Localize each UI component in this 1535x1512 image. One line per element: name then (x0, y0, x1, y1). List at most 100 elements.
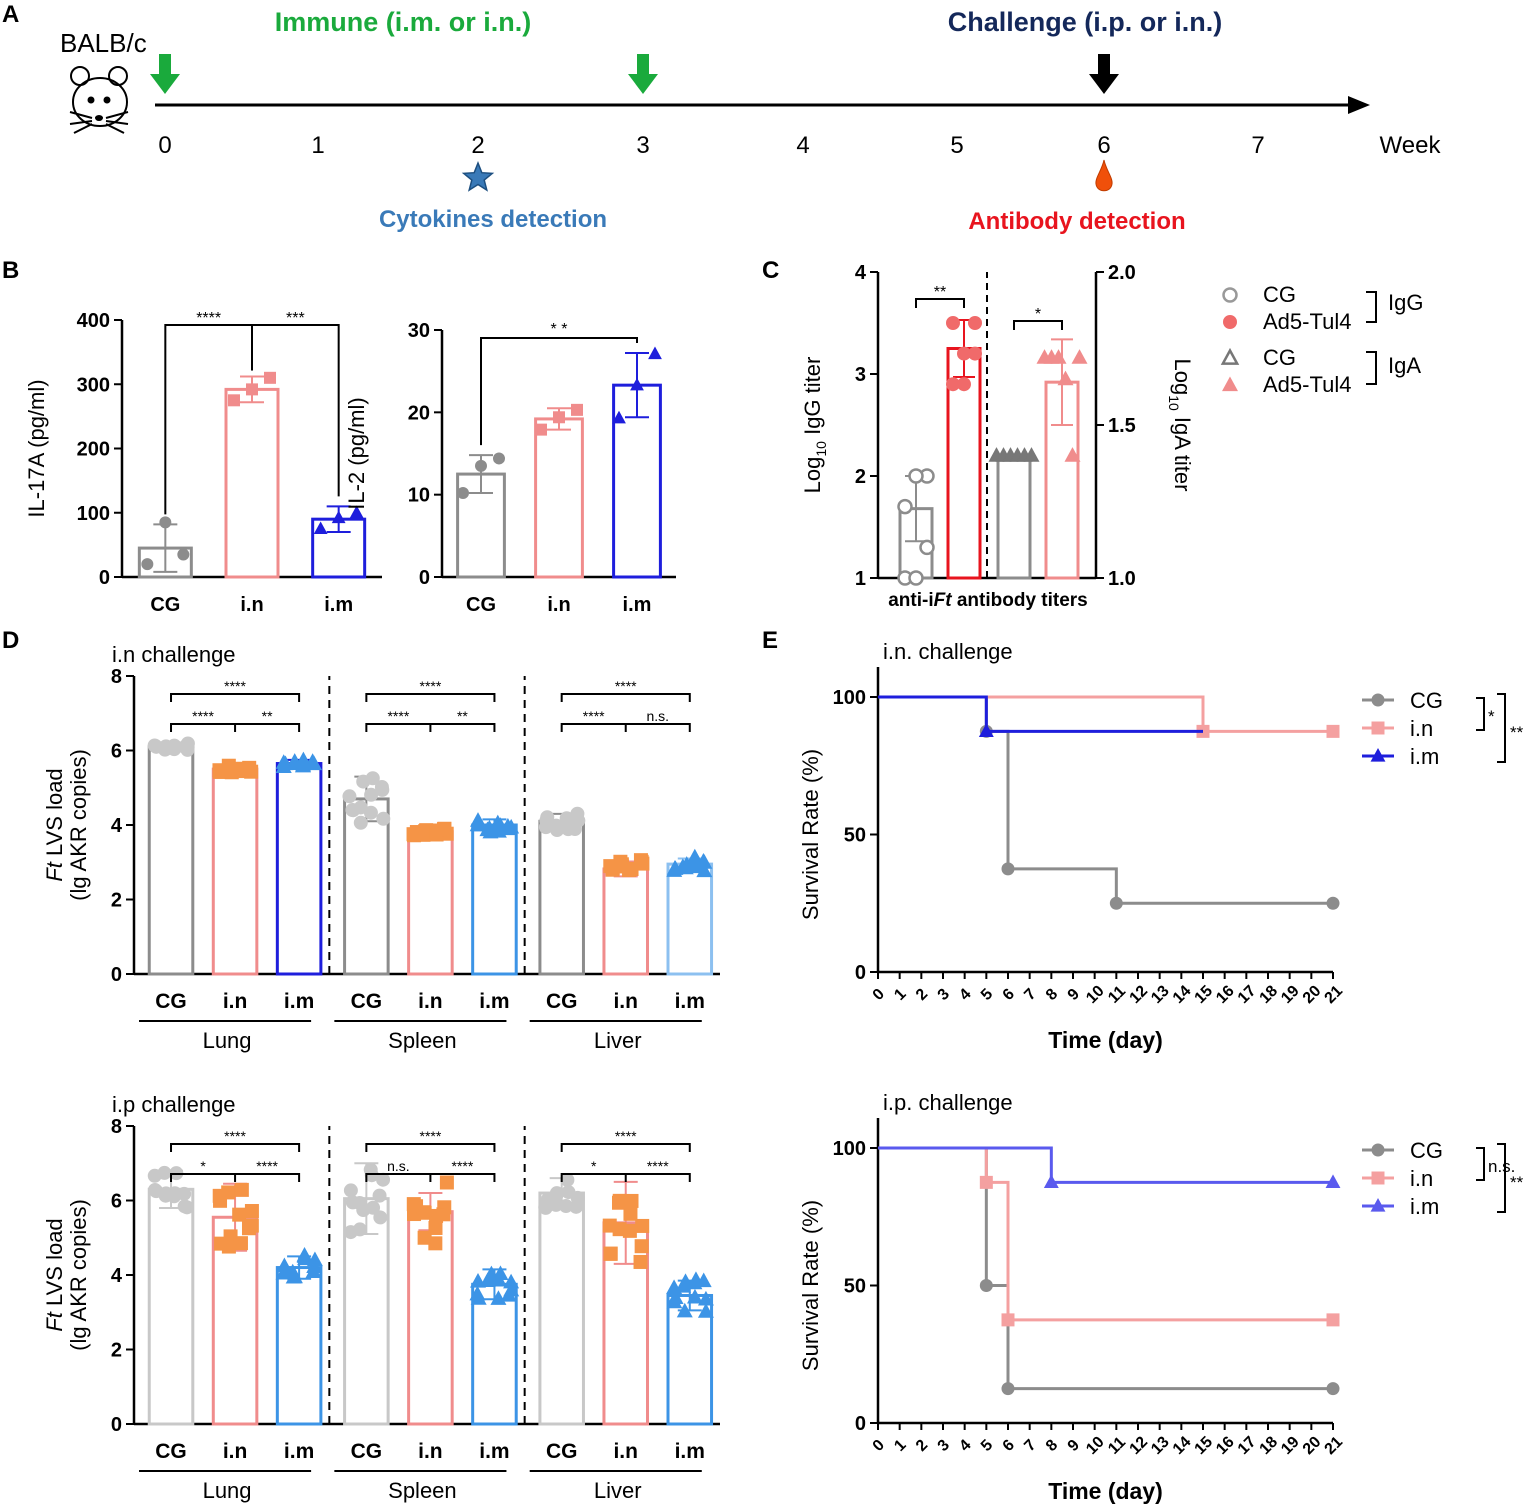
significance-label: **** (420, 1128, 442, 1144)
data-point (696, 854, 713, 869)
data-point (346, 803, 361, 818)
data-point (177, 1186, 192, 1201)
significance-bracket (1476, 697, 1485, 731)
challenge-arrow-icon (1089, 54, 1119, 94)
legend-marker (1371, 1143, 1385, 1157)
significance-bracket (1476, 1147, 1485, 1181)
significance-label: **** (387, 708, 409, 724)
bar-Liver-CG (538, 819, 585, 976)
x-tick-label: i.n (223, 1440, 248, 1463)
x-tick-label: 6 (1000, 986, 1018, 1004)
data-point (686, 848, 703, 864)
survival-marker (1326, 896, 1340, 910)
x-tick-label: 5 (978, 1437, 996, 1455)
legend-label: CG (1410, 688, 1443, 713)
significance-label: * (1035, 306, 1041, 323)
significance-label: **** (615, 678, 637, 694)
chart-D2: i.p challenge 0 2 4 6 8 Ft LVS load (lg AKR cop… (42, 1092, 720, 1503)
y-axis-label: Ft LVS load (42, 1218, 67, 1331)
bar-i.n (534, 417, 584, 579)
x-tick-label: 6 (1000, 1437, 1018, 1455)
data-point (503, 818, 520, 834)
legend-marker (1371, 721, 1385, 735)
legend-label: i.m (1410, 744, 1439, 769)
y-tick-label: 0 (855, 962, 866, 984)
data-point (648, 346, 662, 360)
significance-bracket (560, 693, 691, 702)
y-tick-label: 300 (77, 374, 110, 396)
data-point (560, 1172, 575, 1187)
y-tick-label: 0 (111, 964, 122, 986)
legend-marker-cg-iga (1220, 347, 1240, 365)
data-point (159, 516, 172, 529)
bar-Lung-CG (147, 1187, 195, 1426)
y-tick-label: 2 (111, 1340, 122, 1362)
significance-label: ** (262, 708, 273, 724)
y-tick-label: 10 (408, 485, 430, 507)
bar-Spleen-i.m (471, 823, 518, 976)
data-point (349, 505, 364, 518)
survival-marker (1001, 862, 1015, 876)
survival-marker (1001, 1382, 1015, 1396)
significance-bracket (365, 693, 496, 702)
right-y-axis-label: Log10 IgA titer (1166, 358, 1195, 491)
bar-Lung-i.m (275, 762, 323, 976)
immunization-arrow-icon-shaft (159, 54, 171, 76)
immunization-arrow-icon-shaft (637, 54, 649, 76)
significance-label: **** (196, 310, 221, 327)
y-tick-label: 400 (77, 310, 110, 332)
significance-bracket (365, 1173, 496, 1182)
data-point (635, 1218, 650, 1233)
data-point (471, 816, 488, 832)
significance-bracket (560, 1143, 691, 1152)
panel-letter-c: C (762, 257, 779, 284)
data-point (908, 468, 924, 484)
y-tick-label: 2 (855, 466, 866, 488)
data-point (372, 1188, 387, 1203)
data-point (246, 383, 258, 396)
left-y-axis-label: Log10 IgG titer (800, 357, 829, 494)
week-tick-label: 6 (1097, 132, 1110, 159)
significance-label: **** (420, 678, 442, 694)
significance-label: * (1488, 707, 1495, 726)
bar-Lung-i.n (211, 767, 259, 976)
x-tick-label: 7 (1021, 1437, 1039, 1455)
group-label: Liver (594, 1028, 642, 1053)
immunization-arrow-icon-head (150, 74, 180, 94)
significance-bracket (560, 723, 691, 732)
y-tick-label: 6 (111, 1191, 122, 1213)
data-point (406, 1197, 421, 1212)
data-point (285, 1268, 302, 1284)
data-point (1071, 349, 1088, 364)
bar-Lung-i.m (275, 1266, 323, 1426)
challenge-arrow-icon-shaft (1098, 54, 1110, 76)
chart-title: i.p challenge (112, 1092, 236, 1117)
data-point (908, 570, 924, 586)
y-tick-label: 2 (111, 890, 122, 912)
y-tick-label: 4 (111, 815, 123, 837)
survival-marker (1326, 724, 1340, 738)
data-point (149, 1184, 164, 1199)
legend-label: i.m (1410, 1194, 1439, 1219)
data-point (475, 459, 487, 472)
data-point (470, 1272, 487, 1288)
data-point (493, 452, 505, 465)
y-axis-label: IL-2 (pg/ml) (344, 397, 369, 509)
bar-Spleen-i.m (471, 1282, 518, 1426)
data-point (331, 510, 346, 524)
survival-marker (1109, 896, 1123, 910)
x-tick-label: 21 (1322, 982, 1347, 1007)
data-point (232, 1207, 247, 1222)
significance-label: * (200, 1158, 206, 1174)
data-point (1057, 370, 1074, 386)
data-point (343, 1183, 358, 1198)
data-point (276, 1257, 293, 1273)
data-point (676, 1302, 693, 1318)
data-point (677, 1273, 694, 1288)
data-point (611, 1195, 626, 1210)
data-point (570, 1190, 585, 1205)
y-axis-label: Ft LVS load (42, 768, 67, 881)
data-point (957, 377, 971, 392)
mouse-strain-label: BALB/c (60, 28, 147, 58)
